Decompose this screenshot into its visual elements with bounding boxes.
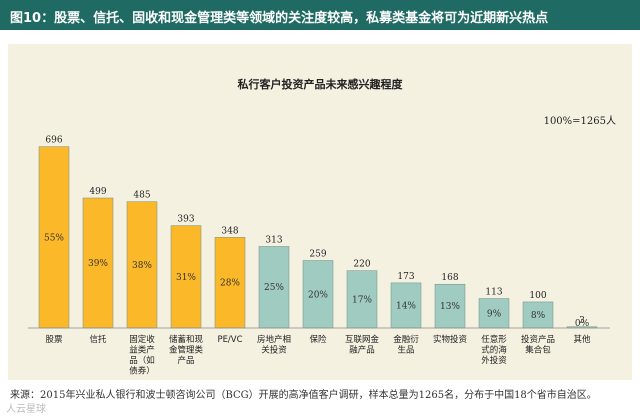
bar-3 xyxy=(170,225,202,329)
percent-label-3: 31% xyxy=(176,273,196,283)
bar-4 xyxy=(214,237,246,329)
value-label-8: 173 xyxy=(397,272,414,282)
bar-1 xyxy=(82,197,114,329)
value-label-7: 220 xyxy=(353,260,370,270)
percent-label-0: 55% xyxy=(44,233,64,243)
category-label-8: 金融衍生品 xyxy=(393,334,419,356)
percent-label-12: 0% xyxy=(575,319,590,329)
bar-9 xyxy=(434,283,466,329)
source-note: 来源：2015年兴业私人银行和波士顿咨询公司（BCG）开展的高净值客户调研，样本… xyxy=(10,390,597,401)
bar-5 xyxy=(258,246,290,329)
percent-label-6: 20% xyxy=(308,290,328,300)
chart-title: 私行客户投资产品未来感兴趣程度 xyxy=(238,77,404,91)
category-label-2: 固定收益类产品（如债券） xyxy=(129,334,155,377)
bar-11 xyxy=(522,301,554,329)
percent-label-10: 9% xyxy=(487,309,502,319)
percent-label-2: 38% xyxy=(132,261,152,271)
percent-label-11: 8% xyxy=(531,311,546,321)
value-label-5: 313 xyxy=(265,235,282,245)
percent-label-8: 14% xyxy=(396,301,416,311)
bar-10 xyxy=(478,298,510,329)
bar-2 xyxy=(126,201,158,329)
value-label-6: 259 xyxy=(309,250,326,260)
category-label-6: 保险 xyxy=(309,334,327,345)
value-label-10: 113 xyxy=(485,288,502,298)
percent-label-9: 13% xyxy=(440,302,460,312)
category-label-9: 实物投资 xyxy=(433,334,468,345)
value-label-11: 100 xyxy=(529,291,546,301)
percent-label-7: 17% xyxy=(352,295,372,305)
category-label-7: 互联网金融产品 xyxy=(345,334,380,356)
value-label-0: 696 xyxy=(45,136,62,146)
header-banner: 图10：股票、信托、固收和现金管理类等领域的关注度较高，私募类基金将可为近期新兴… xyxy=(0,0,640,30)
value-label-4: 348 xyxy=(221,226,238,236)
percent-label-5: 25% xyxy=(264,283,284,293)
bar-chart: 私行客户投资产品未来感兴趣程度 100%=1265人 69655%股票49939… xyxy=(28,77,616,377)
category-label-0: 股票 xyxy=(45,335,63,345)
value-label-12: 3 xyxy=(579,316,585,326)
percent-label-1: 39% xyxy=(88,259,108,269)
watermark-text: 人云星球 xyxy=(6,404,46,415)
category-label-3: 储蓄和现金管理类产品 xyxy=(169,334,204,366)
value-label-3: 393 xyxy=(177,215,194,225)
percent-label-4: 28% xyxy=(220,279,240,289)
category-label-12: 其他 xyxy=(573,334,591,345)
bar-7 xyxy=(346,270,378,329)
value-label-1: 499 xyxy=(89,187,106,197)
category-label-11: 投资产品集合包 xyxy=(521,334,555,356)
category-label-1: 信托 xyxy=(89,334,107,345)
category-label-5: 房地产相关投资 xyxy=(257,334,291,356)
value-label-2: 485 xyxy=(133,191,150,201)
figure-title: 图10：股票、信托、固收和现金管理类等领域的关注度较高，私募类基金将可为近期新兴… xyxy=(10,11,549,26)
chart-panel: 私行客户投资产品未来感兴趣程度 100%=1265人 696 55% 股票 499 39… xyxy=(8,44,632,380)
category-label-4: PE/VC xyxy=(217,335,242,345)
category-label-10: 任意形式的海外投资 xyxy=(481,334,507,366)
value-label-9: 168 xyxy=(441,273,458,283)
bar-0 xyxy=(38,146,70,329)
chart-annotation: 100%=1265人 xyxy=(544,115,616,127)
